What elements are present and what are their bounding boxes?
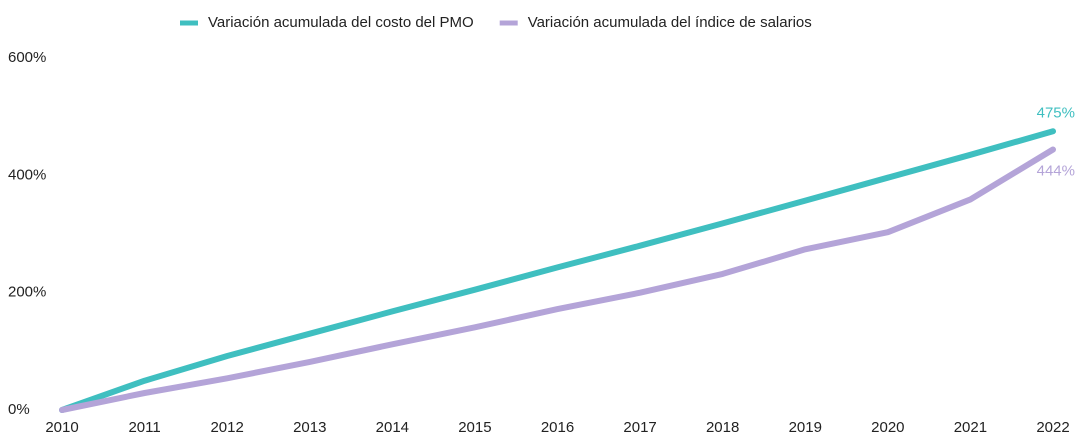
x-tick-label: 2022 — [1036, 419, 1069, 436]
x-tick-label: 2021 — [954, 419, 987, 436]
x-tick-label: 2019 — [789, 419, 822, 436]
legend: Variación acumulada del costo del PMO Var… — [180, 14, 812, 31]
x-tick-label: 2016 — [541, 419, 574, 436]
x-tick-label: 2013 — [293, 419, 326, 436]
x-tick-label: 2018 — [706, 419, 739, 436]
x-tick-label: 2014 — [376, 419, 409, 436]
y-tick-label: 200% — [8, 284, 46, 301]
x-tick-label: 2012 — [210, 419, 243, 436]
y-tick-label: 0% — [8, 401, 30, 418]
legend-label: Variación acumulada del índice de salari… — [528, 14, 812, 31]
series-line — [59, 128, 1056, 413]
y-tick-label: 600% — [8, 49, 46, 66]
data-label: 475% — [1037, 104, 1075, 121]
x-tick-label: 2020 — [871, 419, 904, 436]
x-tick-label: 2017 — [623, 419, 656, 436]
x-tick-label: 2010 — [45, 419, 78, 436]
x-tick-label: 2011 — [128, 419, 160, 436]
y-tick-label: 400% — [8, 166, 46, 183]
legend-label: Variación acumulada del costo del PMO — [208, 14, 474, 31]
x-tick-label: 2015 — [458, 419, 491, 436]
data-label: 444% — [1037, 162, 1075, 179]
series-line — [59, 146, 1056, 413]
